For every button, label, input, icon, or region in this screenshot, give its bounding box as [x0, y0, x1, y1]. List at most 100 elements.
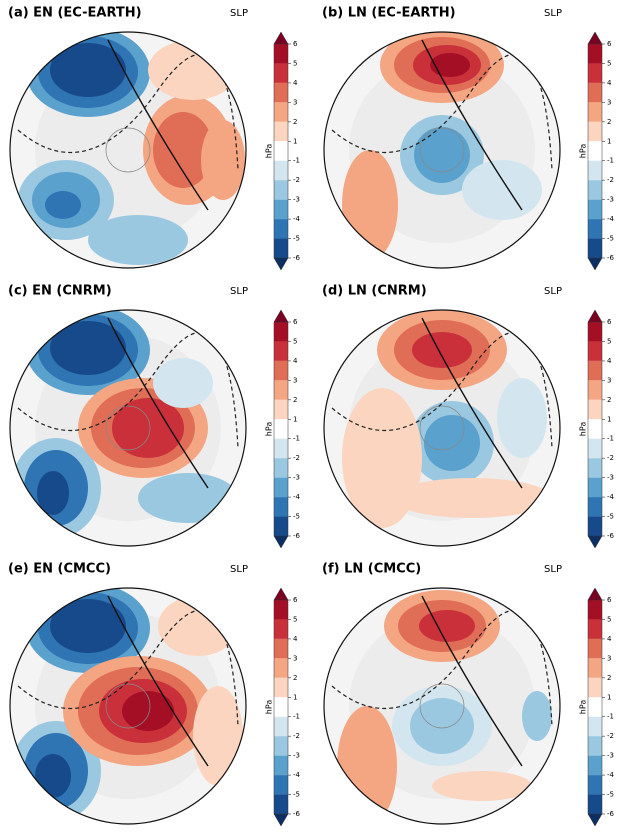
colorbar-tick-label: -5	[293, 235, 300, 243]
colorbar-band	[274, 200, 288, 219]
colorbar-band	[274, 122, 288, 141]
colorbar-tick-label: 2	[607, 118, 611, 126]
colorbar-tick-label: 5	[293, 59, 297, 67]
colorbar-tick-label: -2	[293, 176, 300, 184]
colorbar-tick-label: 2	[293, 396, 297, 404]
colorbar-band	[588, 517, 602, 536]
colorbar-band	[588, 497, 602, 516]
colorbar-tick-label: 1	[607, 137, 611, 145]
colorbar-band	[274, 775, 288, 794]
colorbar-tick-label: 3	[607, 654, 611, 662]
colorbar-band	[588, 419, 602, 438]
anomaly-area	[201, 120, 245, 200]
colorbar-tick-label: 3	[607, 376, 611, 384]
colorbar-band	[588, 341, 602, 360]
colorbar-tick-label: 4	[293, 357, 298, 365]
colorbar-label: hPa	[265, 422, 274, 437]
anomaly-area	[193, 686, 243, 786]
colorbar-tick-label: 6	[607, 318, 612, 326]
colorbar-band	[588, 239, 602, 258]
colorbar-band	[274, 239, 288, 258]
colorbar-tick-label: -3	[293, 474, 300, 482]
anomaly-area	[419, 610, 475, 642]
panel-title: (c) EN (CNRM)	[8, 284, 112, 299]
variable-label: SLP	[230, 8, 248, 19]
colorbar-tick-label: 6	[293, 40, 298, 48]
colorbar-tick-label: 2	[293, 118, 297, 126]
variable-label: SLP	[544, 8, 562, 19]
panel-title: (b) LN (EC-EARTH)	[322, 6, 456, 21]
map	[324, 310, 560, 546]
colorbar-tick-label: 4	[607, 357, 612, 365]
colorbar-band	[274, 678, 288, 697]
panel: (e) EN (CMCC)SLP654321-1-2-3-4-5-6hPa	[8, 562, 301, 827]
anomaly-area	[414, 127, 470, 183]
colorbar-band	[274, 102, 288, 121]
colorbar-extend	[588, 814, 602, 826]
anomaly-area	[158, 596, 238, 656]
colorbar-band	[274, 44, 288, 63]
colorbar-tick-label: -3	[607, 196, 614, 204]
colorbar-tick-label: -5	[607, 235, 614, 243]
anomaly-area	[148, 40, 238, 100]
colorbar-band	[274, 63, 288, 82]
panel-title: (a) EN (EC-EARTH)	[8, 6, 142, 21]
anomaly-area	[412, 332, 472, 368]
colorbar-tick-label: -2	[607, 454, 614, 462]
colorbar-tick-label: -5	[607, 791, 614, 799]
anomaly-area	[424, 415, 480, 471]
anomaly-area	[88, 215, 188, 265]
colorbar-band	[274, 141, 288, 160]
colorbar-tick-label: -1	[293, 713, 300, 721]
colorbar-tick-label: -4	[293, 215, 301, 223]
colorbar-band	[274, 517, 288, 536]
colorbar-band	[274, 458, 288, 477]
colorbar-band	[274, 161, 288, 180]
colorbar-tick-label: 2	[607, 674, 611, 682]
colorbar-tick-label: -2	[293, 732, 300, 740]
colorbar-extend	[274, 32, 288, 44]
colorbar-tick-label: 6	[293, 318, 298, 326]
colorbar-band	[588, 717, 602, 736]
colorbar-band	[588, 161, 602, 180]
colorbar-tick-label: -1	[293, 157, 300, 165]
anomaly-area	[337, 706, 397, 826]
colorbar-band	[274, 697, 288, 716]
colorbar-tick-label: 4	[293, 635, 298, 643]
anomaly-area	[522, 691, 552, 741]
colorbar-band	[588, 200, 602, 219]
colorbar-tick-label: -6	[293, 254, 301, 262]
colorbar-band	[274, 322, 288, 341]
map	[10, 583, 246, 824]
colorbar-band	[274, 380, 288, 399]
colorbar-tick-label: 4	[293, 79, 298, 87]
panel: (b) LN (EC-EARTH)SLP654321-1-2-3-4-5-6hP…	[322, 6, 615, 271]
colorbar-band	[588, 400, 602, 419]
anomaly-area	[35, 754, 71, 798]
colorbar-label: hPa	[579, 144, 588, 159]
colorbar-band	[274, 639, 288, 658]
panel: (a) EN (EC-EARTH)SLP654321-1-2-3-4-5-6hP…	[8, 6, 301, 271]
colorbar-tick-label: 1	[607, 415, 611, 423]
colorbar-tick-label: -6	[607, 254, 615, 262]
colorbar-tick-label: 1	[293, 137, 297, 145]
colorbar-tick-label: -1	[293, 435, 300, 443]
colorbar-band	[274, 756, 288, 775]
colorbar-tick-label: -4	[293, 771, 301, 779]
colorbar-tick-label: -4	[607, 493, 615, 501]
colorbar-tick-label: -2	[293, 454, 300, 462]
colorbar-extend	[588, 258, 602, 270]
anomaly-area	[392, 478, 552, 518]
colorbar-extend	[588, 310, 602, 322]
colorbar-label: hPa	[265, 700, 274, 715]
colorbar-tick-label: 3	[293, 376, 297, 384]
colorbar-band	[588, 736, 602, 755]
colorbar-band	[588, 44, 602, 63]
colorbar-tick-label: 1	[293, 415, 297, 423]
colorbar-extend	[588, 588, 602, 600]
colorbar-band	[274, 83, 288, 102]
colorbar-extend	[274, 536, 288, 548]
colorbar-tick-label: 4	[607, 79, 612, 87]
colorbar-tick-label: 5	[607, 615, 611, 623]
colorbar-band	[274, 400, 288, 419]
